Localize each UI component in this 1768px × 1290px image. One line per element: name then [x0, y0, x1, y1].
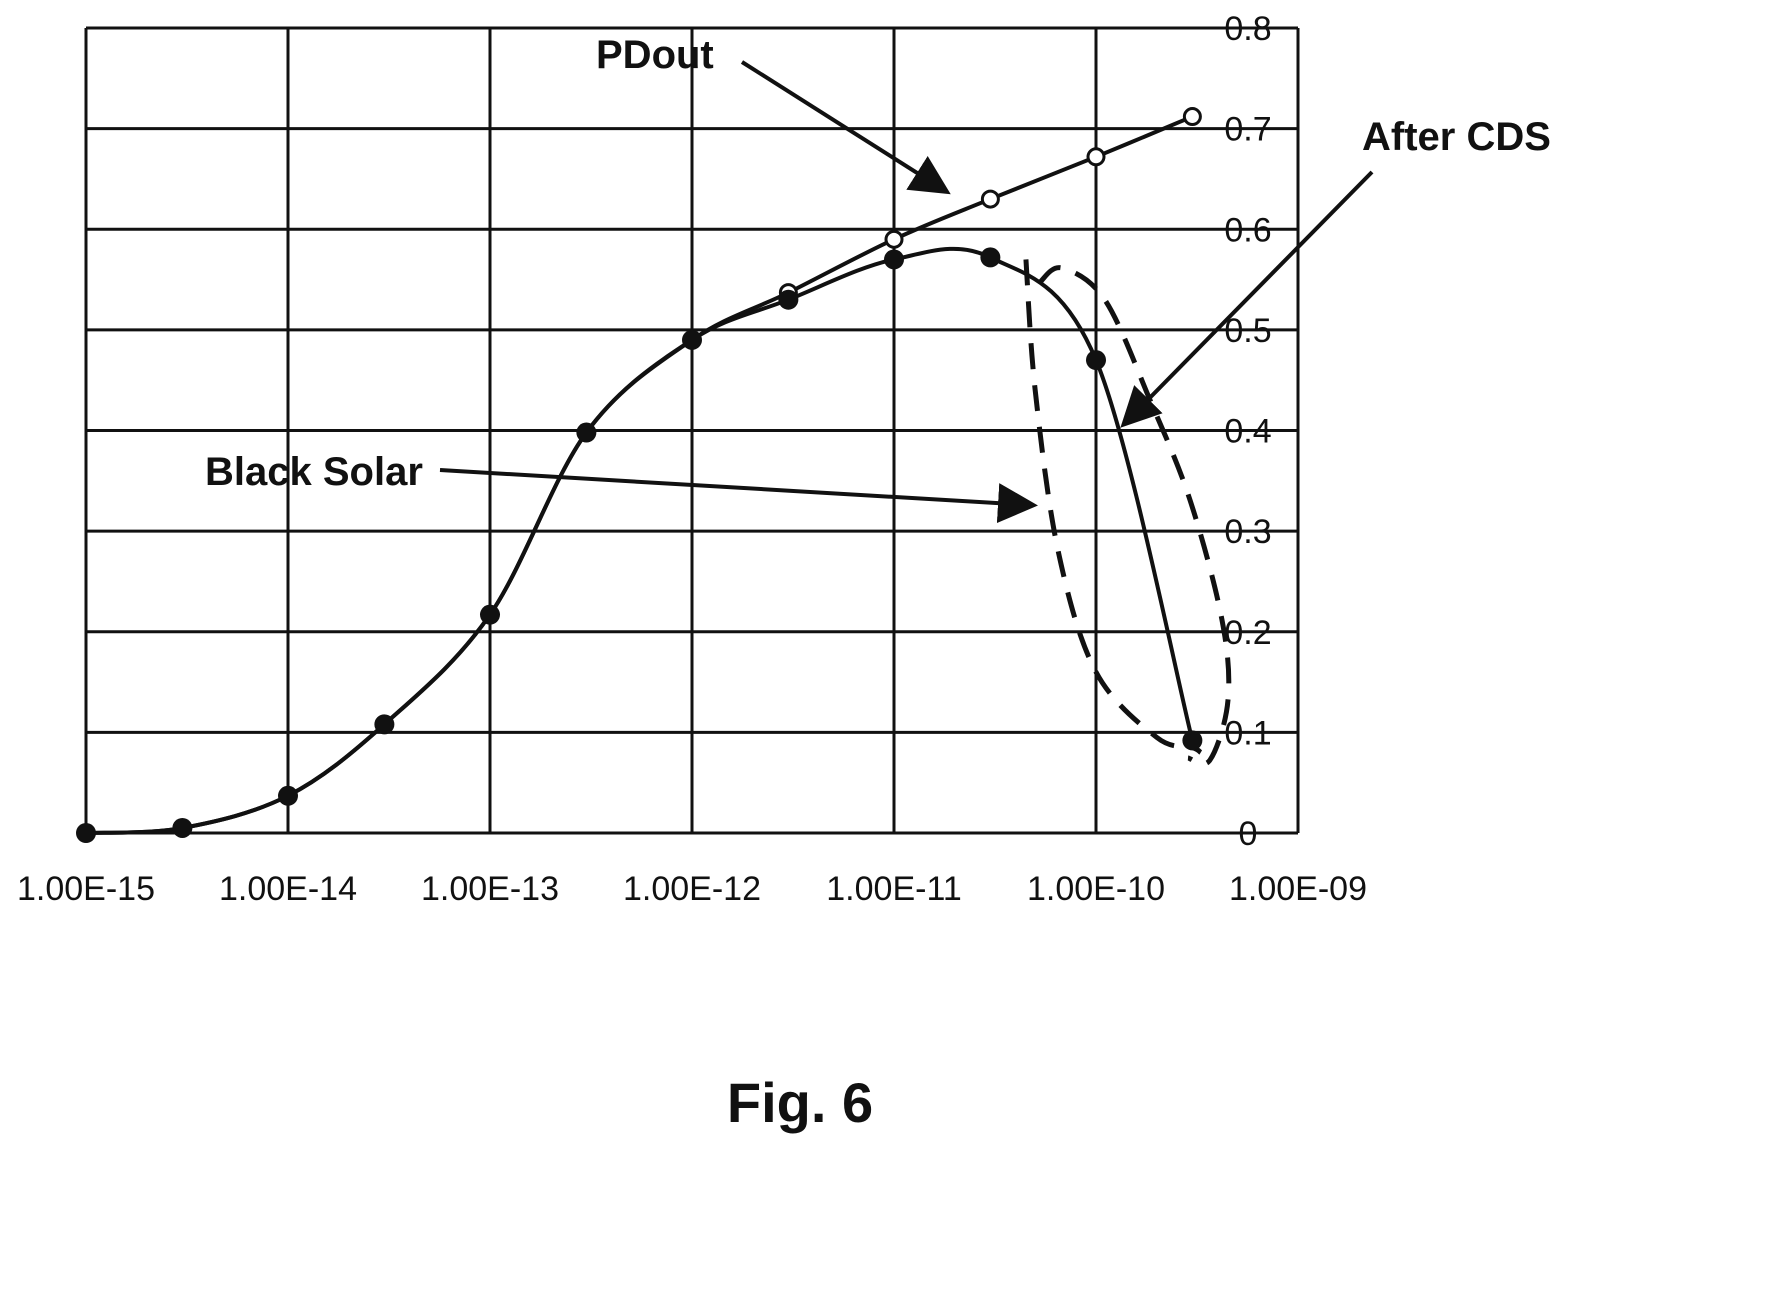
series-point-after-cds: [576, 422, 597, 443]
grid: [84, 26, 1300, 835]
y-tick-label: 0.6: [1224, 211, 1271, 249]
x-tick-label: 1.00E-12: [623, 870, 761, 908]
series-point-after-cds: [778, 289, 799, 310]
annotation-after-cds: After CDS: [1120, 115, 1551, 428]
y-tick-label: 0.4: [1224, 413, 1271, 451]
annotation-black-solar: Black Solar: [205, 450, 1038, 524]
y-tick-label: 0.3: [1224, 513, 1271, 551]
black-solar-envelope-edge: [1038, 265, 1232, 767]
x-tick-label: 1.00E-11: [826, 870, 961, 908]
series-point-after-cds: [480, 604, 500, 625]
series-point-after-cds: [1182, 730, 1203, 751]
annotation-black-solar-label: Black Solar: [205, 450, 423, 494]
x-tick-label: 1.00E-09: [1229, 870, 1367, 908]
series-point-pdout: [1086, 147, 1106, 167]
series-point-after-cds: [278, 785, 298, 806]
series-point-pdout: [884, 229, 904, 249]
y-tick-label: 0.8: [1224, 10, 1271, 48]
y-axis-ticks: 0 0.1 0.2 0.3 0.4 0.5 0.6 0.7 0.8: [1224, 10, 1271, 853]
annotation-black-solar-arrow: [439, 468, 1038, 524]
series-point-after-cds: [884, 249, 904, 270]
y-tick-label: 0.7: [1224, 111, 1271, 149]
annotation-after-cds-label: After CDS: [1362, 115, 1551, 159]
annotation-pdout-arrow: [740, 60, 951, 195]
series-point-after-cds: [172, 817, 193, 838]
annotation-pdout-label: PDout: [596, 33, 714, 77]
annotation-after-cds-arrow: [1120, 170, 1374, 428]
series-point-after-cds: [682, 329, 702, 350]
annotation-pdout: PDout: [596, 33, 951, 195]
y-tick-label: 0: [1239, 815, 1258, 853]
figure-caption: Fig. 6: [727, 1071, 873, 1134]
x-tick-label: 1.00E-10: [1027, 870, 1165, 908]
y-tick-label: 0.2: [1224, 614, 1271, 652]
x-tick-label: 1.00E-15: [17, 870, 155, 908]
series-point-pdout: [1182, 107, 1202, 127]
x-tick-label: 1.00E-13: [421, 870, 559, 908]
series-layer: [76, 107, 1203, 843]
y-tick-label: 0.1: [1224, 714, 1271, 752]
series-point-pdout: [980, 189, 1000, 209]
series-point-after-cds: [1086, 350, 1106, 371]
series-point-after-cds: [374, 714, 395, 735]
x-axis-ticks: 1.00E-15 1.00E-14 1.00E-13 1.00E-12 1.00E-11…: [17, 870, 1367, 908]
series-point-after-cds: [76, 823, 96, 843]
black-solar-dashed-loop: [1023, 259, 1232, 767]
series-point-after-cds: [980, 247, 1001, 268]
x-tick-label: 1.00E-14: [219, 870, 357, 908]
y-tick-label: 0.5: [1224, 312, 1271, 350]
